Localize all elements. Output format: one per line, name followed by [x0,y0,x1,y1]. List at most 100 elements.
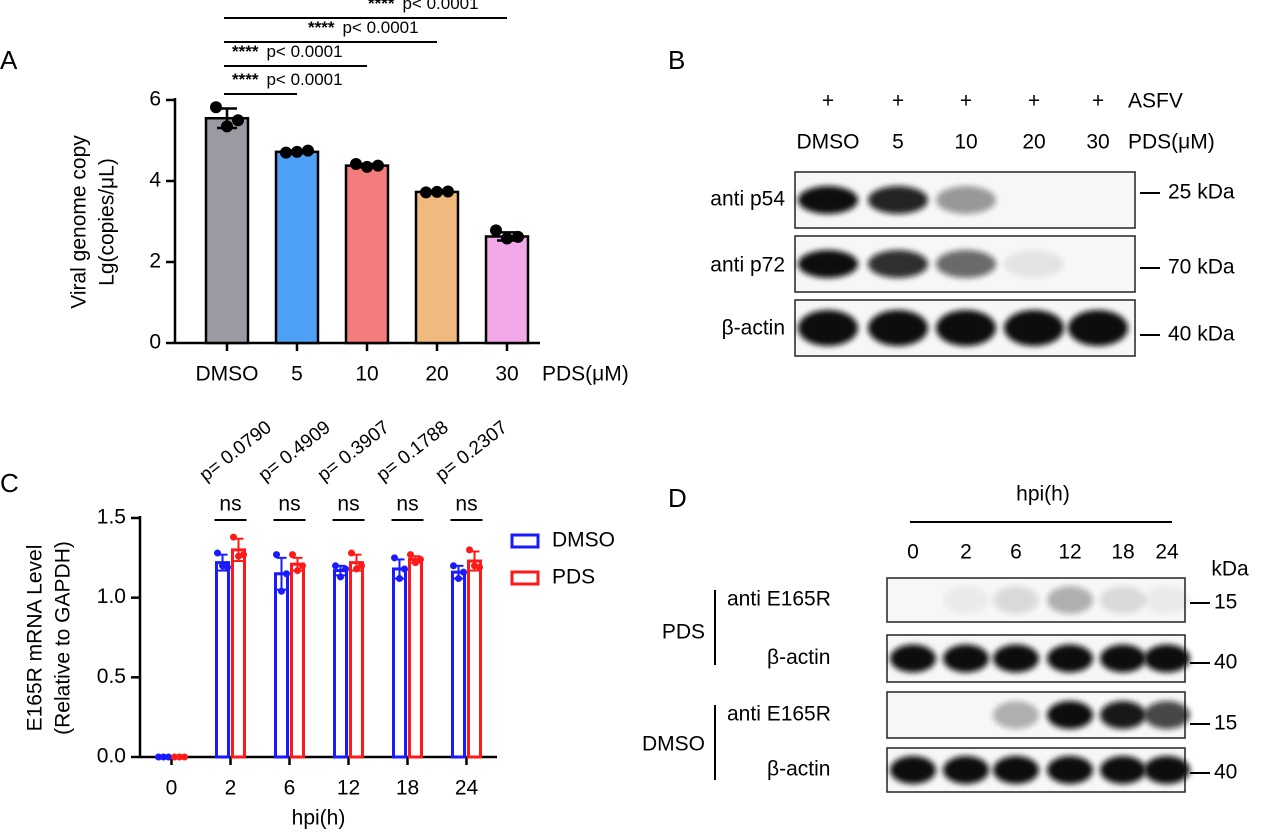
significance-stars: **** [232,70,259,89]
treatment-mark: + [1028,90,1040,113]
data-point [442,185,454,198]
marker-label: 40 [1214,761,1237,784]
x-tick-label: DMSO [196,363,259,386]
y-tick-label: 0.5 [97,665,126,688]
data-point [348,549,355,557]
treatment-mark: + [1092,90,1104,113]
blot-band [890,756,936,784]
data-point [372,159,384,172]
treatment-mark: + [960,90,972,113]
blot-band [993,756,1039,784]
row-label: anti E165R [727,703,831,726]
significance-label: **** p< 0.0001 [368,0,479,13]
blot-band [943,586,989,614]
y-axis-label: (Relative to GAPDH) [52,541,75,735]
blot-band [993,701,1039,729]
bar [467,559,482,759]
data-point [350,157,362,170]
data-point [283,570,290,578]
x-tick-label: 0 [166,777,178,800]
blot-band [943,756,989,784]
p-value: p< 0.0001 [402,0,478,13]
x-tick-label: 6 [284,777,296,800]
data-point [302,144,314,157]
blot-band [1144,701,1190,729]
data-point [431,185,443,198]
row-label: β-actin [767,758,830,781]
data-point [165,753,172,761]
blot-band [993,644,1039,673]
data-point [407,551,414,559]
data-point [361,160,373,173]
blot-band [1047,644,1093,673]
bar [349,561,364,759]
y-tick-label: 1.0 [97,585,126,608]
significance-label: **** p< 0.0001 [232,42,343,61]
data-point [176,753,183,761]
lane-label: 20 [1022,131,1045,154]
bar [274,572,289,759]
data-point [501,232,513,245]
bar [333,569,348,759]
legend-swatch [510,533,540,549]
marker-label: 40 [1214,651,1237,674]
data-point [396,575,403,583]
significance-label: ns [219,493,241,516]
x-tick-label: 10 [355,363,378,386]
bar [408,557,423,759]
lane-label: 2 [960,541,972,564]
treatment-label: ASFV [1128,90,1183,113]
blot-title: hpi(h) [1016,483,1070,506]
blot-band [993,586,1039,614]
x-tick-label: 20 [425,363,448,386]
data-point [160,753,167,761]
data-point [171,753,178,761]
lane-label: 18 [1111,541,1134,564]
treatment-mark: + [822,90,834,113]
blot-band [798,250,858,278]
row-label: anti p54 [710,188,785,211]
y-tick-label: 0.0 [97,745,126,768]
legend-label: DMSO [552,529,615,552]
blot-band [890,644,936,673]
bar [451,570,466,759]
panel-label: D [668,483,687,513]
blot-band [936,250,996,278]
bar [215,561,230,759]
marker-label: 70 kDa [1168,256,1235,279]
data-point [289,551,296,559]
row-label: β-actin [767,646,830,669]
lanes-label: PDS(μM) [1128,131,1215,154]
bar [204,116,250,345]
blot-band [1100,586,1146,614]
data-point [294,567,301,575]
lane-label: 12 [1058,541,1081,564]
significance-label: **** p< 0.0001 [232,70,343,89]
data-point [214,549,221,557]
data-point [224,563,231,571]
bar [274,150,320,345]
y-tick-label: 0 [149,331,161,354]
significance-stars: **** [232,42,259,61]
data-point [476,563,483,571]
data-point [490,224,502,237]
bar [344,164,390,345]
blot-band [1047,586,1093,614]
data-point [280,146,292,159]
data-point [299,562,306,570]
data-point [278,587,285,595]
blot-band [1100,644,1146,673]
y-tick-label: 2 [149,250,161,273]
y-axis-label: E165R mRNA Level [24,545,47,732]
lane-label: 10 [954,131,977,154]
bar [290,562,305,759]
treatment-mark: + [892,90,904,113]
data-point [155,753,162,761]
x-tick-label: 18 [396,777,419,800]
bar [392,567,407,759]
unit-label: kDa [1211,558,1249,581]
y-tick-label: 4 [149,169,161,192]
data-point [181,753,188,761]
panel-label: B [668,45,685,75]
marker-label: 25 kDa [1168,181,1235,204]
